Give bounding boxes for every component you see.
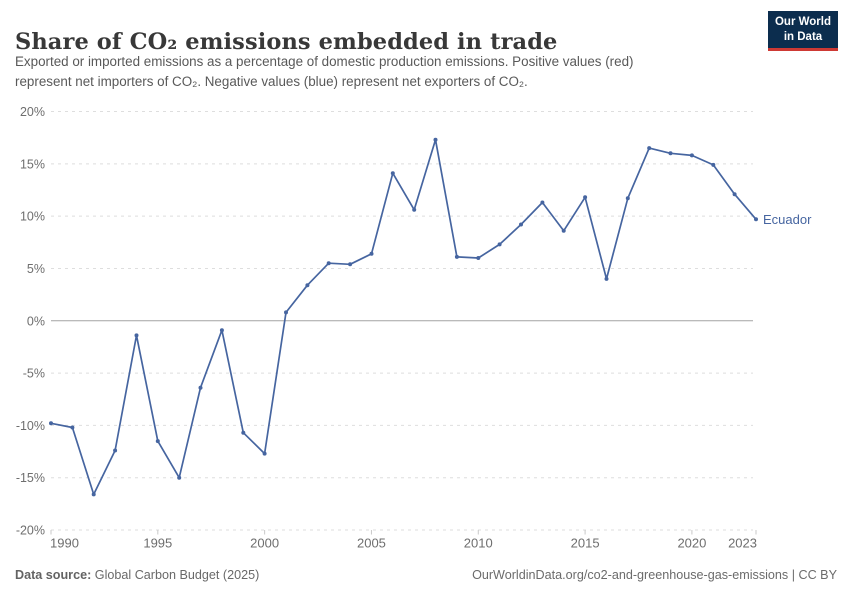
data-point[interactable] bbox=[412, 207, 417, 212]
data-point[interactable] bbox=[49, 421, 53, 426]
owid-logo[interactable]: Our World in Data bbox=[768, 11, 838, 51]
data-point[interactable] bbox=[583, 195, 588, 200]
subtitle-line: Exported or imported emissions as a perc… bbox=[15, 54, 634, 69]
data-point[interactable] bbox=[198, 385, 203, 390]
page-title: Share of CO₂ emissions embedded in trade bbox=[15, 29, 558, 56]
data-point[interactable] bbox=[91, 492, 96, 497]
data-point[interactable] bbox=[262, 451, 267, 456]
data-point[interactable] bbox=[433, 137, 438, 142]
data-point[interactable] bbox=[348, 262, 353, 267]
y-axis-tick-label: -20% bbox=[16, 524, 45, 538]
data-point[interactable] bbox=[219, 328, 224, 333]
data-point[interactable] bbox=[604, 276, 609, 281]
x-axis-tick-label: 2023 bbox=[728, 536, 757, 551]
x-axis-tick-label: 2015 bbox=[571, 536, 600, 551]
data-point[interactable] bbox=[732, 192, 737, 197]
chart-subtitle: Exported or imported emissions as a perc… bbox=[15, 52, 755, 92]
data-point[interactable] bbox=[70, 425, 75, 430]
x-axis-tick-label: 2020 bbox=[677, 536, 706, 551]
data-source: Data source: Global Carbon Budget (2025) bbox=[15, 568, 259, 582]
x-axis-tick-label: 1990 bbox=[50, 536, 79, 551]
owid-logo-text: Our World bbox=[774, 16, 831, 28]
owid-logo-text: in Data bbox=[783, 30, 823, 43]
data-point[interactable] bbox=[561, 228, 566, 233]
x-axis-tick-label: 2005 bbox=[357, 536, 386, 551]
data-point[interactable] bbox=[326, 261, 331, 266]
y-axis-tick-label: 0% bbox=[27, 314, 45, 328]
attribution-link[interactable]: OurWorldinData.org/co2-and-greenhouse-ga… bbox=[472, 568, 837, 582]
data-point[interactable] bbox=[754, 217, 758, 222]
data-point[interactable] bbox=[305, 283, 310, 288]
data-point[interactable] bbox=[540, 200, 545, 205]
series-label-ecuador[interactable]: Ecuador bbox=[763, 212, 812, 227]
data-source-value: Global Carbon Budget (2025) bbox=[91, 568, 260, 582]
y-axis-tick-label: 20% bbox=[20, 105, 45, 119]
data-point[interactable] bbox=[369, 251, 374, 256]
data-point[interactable] bbox=[519, 222, 523, 227]
data-point[interactable] bbox=[177, 475, 182, 480]
data-point[interactable] bbox=[668, 151, 673, 156]
series-line-ecuador[interactable] bbox=[50, 138, 757, 496]
y-axis-tick-label: -5% bbox=[23, 367, 45, 381]
x-axis-tick-label: 2000 bbox=[250, 536, 279, 551]
y-axis-tick-label: 10% bbox=[20, 210, 45, 224]
data-point[interactable] bbox=[390, 171, 395, 176]
data-point[interactable] bbox=[497, 242, 502, 247]
y-axis-tick-label: 5% bbox=[27, 262, 45, 276]
chart-footer: Data source: Global Carbon Budget (2025)… bbox=[15, 568, 837, 584]
data-point[interactable] bbox=[454, 254, 459, 259]
data-point[interactable] bbox=[284, 310, 288, 315]
data-point[interactable] bbox=[476, 256, 481, 260]
data-point[interactable] bbox=[113, 448, 118, 453]
y-axis-tick-label: -10% bbox=[16, 419, 45, 433]
y-axis-tick-label: 15% bbox=[20, 157, 45, 171]
x-axis-tick-label: 1995 bbox=[143, 536, 172, 551]
data-point[interactable] bbox=[241, 430, 246, 435]
data-point[interactable] bbox=[689, 153, 694, 158]
data-point[interactable] bbox=[625, 196, 630, 201]
subtitle-line: represent net importers of CO₂. Negative… bbox=[15, 74, 528, 90]
data-point[interactable] bbox=[647, 146, 652, 151]
y-axis-tick-label: -15% bbox=[16, 471, 45, 485]
data-source-label: Data source: bbox=[15, 568, 92, 582]
data-point[interactable] bbox=[134, 333, 139, 338]
data-point[interactable] bbox=[711, 162, 716, 167]
x-axis-tick-label: 2010 bbox=[464, 536, 493, 551]
data-point[interactable] bbox=[155, 439, 160, 444]
